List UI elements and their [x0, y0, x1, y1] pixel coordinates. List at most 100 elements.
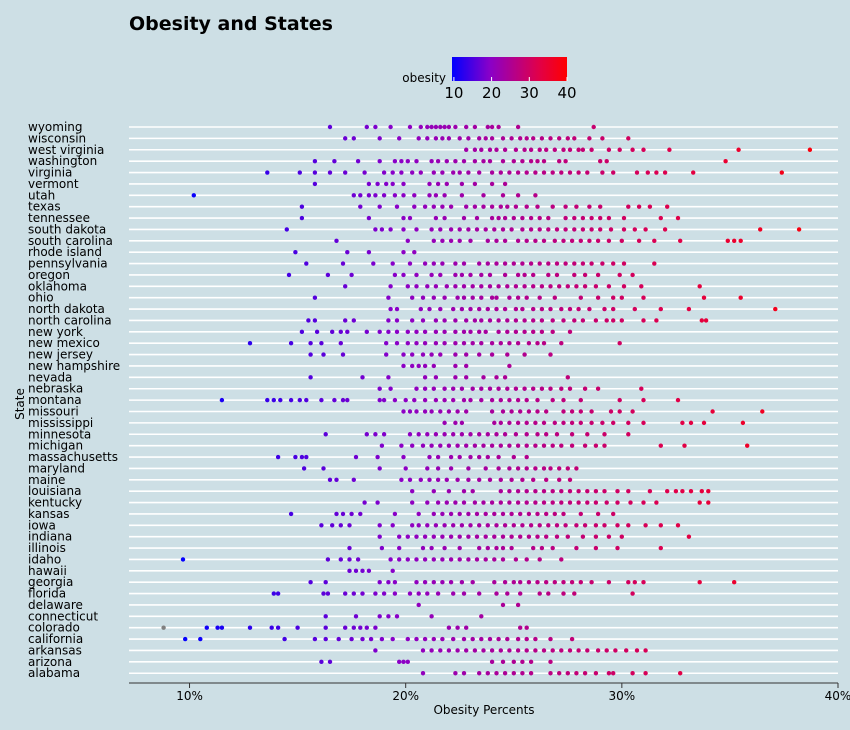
data-point [347, 523, 352, 528]
data-point [550, 204, 555, 209]
data-point [489, 170, 495, 175]
data-point [557, 158, 562, 164]
data-point [414, 272, 419, 278]
data-point [513, 318, 519, 323]
data-point [589, 580, 594, 585]
data-point [414, 227, 419, 232]
data-point [399, 170, 404, 175]
data-point [431, 488, 436, 494]
data-point [414, 329, 419, 335]
data-point [541, 420, 547, 426]
data-point [412, 193, 417, 198]
data-point [546, 523, 551, 528]
data-point [451, 591, 456, 596]
data-point [388, 284, 393, 289]
data-point [446, 136, 452, 141]
data-point [399, 158, 404, 164]
data-point [494, 375, 499, 380]
data-point [498, 648, 503, 653]
data-point [414, 409, 419, 414]
data-point [442, 341, 447, 346]
data-point [481, 204, 486, 209]
data-point [565, 671, 570, 676]
data-point [528, 227, 534, 232]
data-point [533, 488, 538, 494]
data-point [457, 227, 462, 232]
data-point [407, 432, 413, 437]
data-point [561, 147, 566, 152]
data-point [518, 625, 523, 630]
data-point [375, 454, 380, 460]
data-point [559, 557, 564, 562]
data-point [537, 557, 542, 562]
data-point [414, 636, 419, 642]
data-point [496, 386, 501, 391]
data-point [414, 534, 419, 539]
data-point [600, 261, 605, 266]
data-point [626, 580, 631, 585]
data-point [585, 648, 590, 653]
data-point [375, 181, 380, 187]
data-point [477, 545, 482, 551]
data-point [481, 158, 486, 164]
data-point [278, 397, 283, 403]
data-point [351, 625, 356, 630]
data-point [366, 249, 372, 255]
data-point [509, 511, 514, 517]
data-point [377, 534, 382, 539]
data-point [557, 477, 562, 482]
data-point [412, 204, 417, 209]
data-point [598, 204, 603, 209]
data-point [611, 420, 616, 426]
data-point [548, 306, 553, 312]
data-point [422, 409, 428, 414]
data-point [496, 318, 501, 323]
state-label: iowa [28, 518, 56, 532]
data-point [483, 227, 488, 232]
data-point [384, 341, 389, 346]
data-point [520, 306, 525, 312]
data-point [494, 523, 499, 528]
data-point [466, 136, 471, 141]
data-point [425, 466, 430, 471]
data-point [565, 534, 570, 539]
data-point [477, 454, 482, 460]
data-point [271, 397, 276, 403]
data-point [526, 511, 532, 517]
data-point [567, 386, 573, 391]
data-point [585, 170, 590, 175]
data-point [461, 397, 467, 403]
data-point [515, 397, 521, 403]
data-point [485, 671, 490, 676]
data-point [457, 557, 462, 562]
data-point [626, 523, 631, 528]
data-point [183, 636, 188, 642]
data-point [541, 466, 547, 471]
data-point [377, 386, 382, 391]
data-point [593, 523, 599, 528]
data-point [334, 238, 339, 243]
data-point [515, 170, 521, 175]
state-label: montana [28, 393, 82, 407]
data-point [477, 261, 482, 266]
data-point [552, 511, 557, 517]
data-point [522, 318, 527, 323]
data-point [489, 443, 495, 448]
data-point [386, 329, 391, 335]
data-point [355, 158, 361, 164]
data-point [550, 443, 555, 448]
state-label: wyoming [28, 120, 83, 134]
data-point [483, 466, 488, 471]
data-point [355, 557, 361, 562]
data-point [524, 636, 529, 642]
data-point [381, 170, 387, 175]
data-point [466, 466, 471, 471]
data-point [535, 409, 540, 414]
data-point [446, 648, 452, 653]
data-point [489, 397, 495, 403]
data-point [554, 432, 560, 437]
state-label: massachusetts [28, 450, 118, 464]
data-point [494, 238, 499, 243]
data-point [496, 454, 501, 460]
data-point [435, 500, 441, 505]
